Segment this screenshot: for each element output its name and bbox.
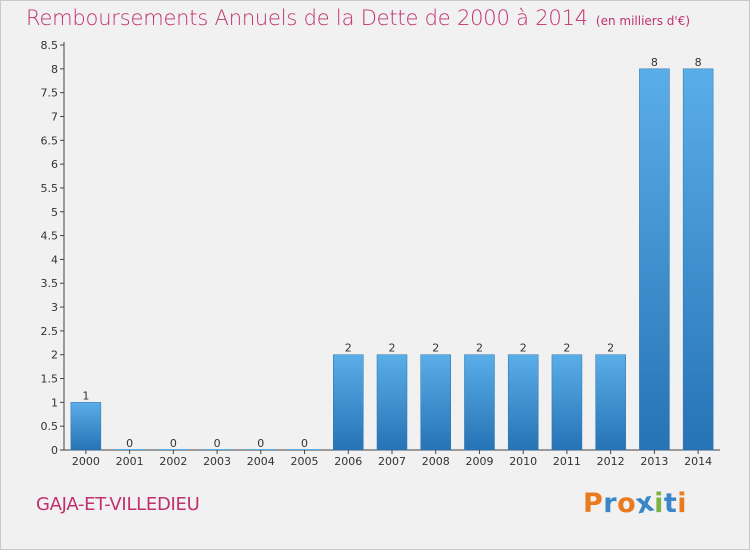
bar-2014: [682, 68, 714, 451]
x-axis: 2000 2001 2002 2003 2004 2005 2006 2007 2008 2009…: [64, 449, 720, 468]
y-tick-label: 7: [51, 110, 58, 123]
bars: 1 0 0 0 0 0 2 2 2 2 2 2 2 8 8: [70, 56, 714, 451]
y-tick-label: 3: [51, 301, 58, 314]
data-label-2002: 0: [170, 437, 177, 450]
commune-name: GAJA-ET-VILLEDIEU: [36, 494, 200, 515]
x-tick-label: 2002: [159, 455, 187, 468]
data-label-2010: 2: [520, 342, 527, 355]
data-label-2001: 0: [126, 437, 133, 450]
x-tick-label: 2013: [640, 455, 668, 468]
y-tick-label: 4: [51, 253, 58, 266]
x-tick-label: 2014: [684, 455, 712, 468]
logo-letter: i: [654, 488, 664, 519]
bar-2013: [639, 68, 670, 451]
logo-letter: P: [583, 488, 604, 519]
y-tick-label: 6.5: [41, 134, 59, 147]
y-tick-label: 6: [51, 158, 58, 171]
x-tick-label: 2008: [422, 455, 450, 468]
x-tick-label: 2001: [116, 455, 144, 468]
x-tick-label: 2000: [72, 455, 100, 468]
bar-2009: [464, 354, 495, 451]
bar-2010: [507, 354, 539, 451]
bar-2000: [70, 402, 102, 451]
x-tick-label: 2012: [597, 455, 625, 468]
data-label-2007: 2: [389, 342, 396, 355]
y-tick-label: 0: [51, 444, 58, 457]
data-label-2013: 8: [651, 56, 658, 69]
y-tick-label: 5: [51, 206, 58, 219]
data-label-2011: 2: [563, 342, 570, 355]
x-tick-label: 2005: [291, 455, 319, 468]
y-tick-label: 0.5: [41, 420, 59, 433]
y-tick-label: 4.5: [41, 230, 59, 243]
y-tick-label: 8: [51, 63, 58, 76]
data-label-2008: 2: [432, 342, 439, 355]
x-tick-label: 2007: [378, 455, 406, 468]
data-label-2000: 1: [82, 389, 89, 402]
x-tick-label: 2003: [203, 455, 231, 468]
chart-unit: (en milliers d'€): [595, 14, 691, 28]
y-tick-label: 3.5: [41, 277, 59, 290]
y-tick-label: 1.5: [41, 373, 59, 386]
x-tick-label: 2004: [247, 455, 275, 468]
x-tick-label: 2011: [553, 455, 581, 468]
y-axis: 0 0.5 1 1.5 2 2.5 3 3.5 4 4.5 5 5.5 6 6.5 7 7.5 8 8.5: [41, 39, 65, 457]
data-label-2005: 0: [301, 437, 308, 450]
data-label-2004: 0: [257, 437, 264, 450]
chart-title: Remboursements Annuels de la Dette de 20…: [26, 6, 690, 30]
data-label-2012: 2: [607, 342, 614, 355]
logo-letter: t: [663, 488, 678, 519]
data-label-2006: 2: [345, 342, 352, 355]
logo-letter: o: [617, 488, 637, 519]
y-tick-label: 7.5: [41, 87, 59, 100]
logo-letter: r: [603, 488, 618, 519]
bar-2011: [551, 354, 583, 451]
y-tick-label: 5.5: [41, 182, 59, 195]
proxiti-logo: Proxiti: [583, 486, 688, 520]
y-tick-label: 1: [51, 396, 58, 409]
x-tick-label: 2009: [465, 455, 493, 468]
chart-title-text: Remboursements Annuels de la Dette de 20…: [26, 6, 588, 30]
bar-2012: [595, 354, 626, 451]
bar-2006: [333, 354, 364, 451]
logo-letter: i: [677, 488, 688, 519]
bar-2007: [376, 354, 408, 451]
x-tick-label: 2006: [334, 455, 362, 468]
y-tick-label: 2: [51, 349, 58, 362]
data-label-2014: 8: [695, 56, 702, 69]
x-tick-label: 2010: [509, 455, 537, 468]
y-tick-label: 2.5: [41, 325, 59, 338]
y-tick-label: 8.5: [41, 39, 59, 52]
data-label-2009: 2: [476, 342, 483, 355]
bar-2008: [420, 354, 451, 451]
data-label-2003: 0: [214, 437, 221, 450]
